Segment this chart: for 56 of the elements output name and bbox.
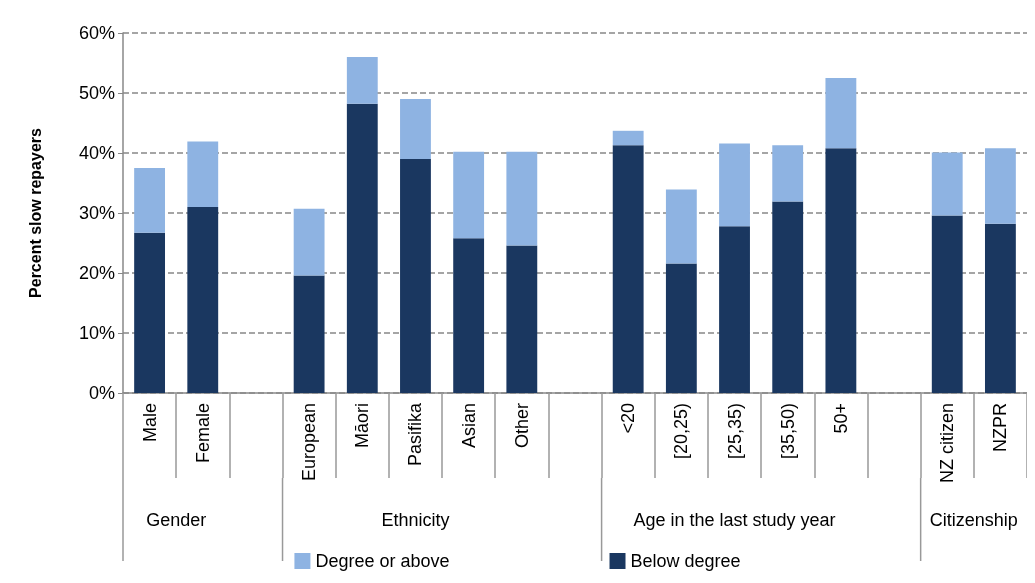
x-tick-label: [20,25) bbox=[671, 403, 692, 460]
bar bbox=[825, 148, 857, 393]
x-tick-label: European bbox=[299, 403, 320, 482]
x-tick-label: NZPR bbox=[990, 403, 1011, 452]
text: Gender bbox=[146, 510, 207, 530]
text: Citizenship bbox=[929, 510, 1018, 530]
bar bbox=[187, 207, 219, 393]
y-tick-label: 0% bbox=[88, 383, 115, 403]
bar bbox=[984, 148, 1016, 224]
bar bbox=[134, 168, 166, 233]
bar bbox=[187, 141, 219, 207]
bar bbox=[134, 232, 166, 393]
x-tick-label: Other bbox=[511, 403, 532, 449]
y-tick-label: 50% bbox=[78, 83, 115, 103]
text: Ethnicity bbox=[381, 510, 450, 530]
bar bbox=[293, 275, 325, 393]
x-tick-label: Asian bbox=[458, 403, 479, 449]
bar bbox=[665, 189, 697, 264]
bar bbox=[453, 151, 485, 239]
bar bbox=[665, 263, 697, 393]
x-tick-label: <20 bbox=[618, 403, 639, 434]
bar bbox=[506, 245, 538, 393]
legend-label: Below degree bbox=[630, 551, 741, 571]
x-tick-label: Male bbox=[139, 403, 160, 443]
x-tick-label: 50+ bbox=[830, 403, 851, 434]
bar bbox=[400, 159, 431, 393]
x-tick-label: Female bbox=[192, 403, 213, 464]
y-axis-title: Percent slow repayers bbox=[26, 127, 44, 298]
bar bbox=[346, 103, 378, 393]
x-tick-label: Pasifika bbox=[405, 402, 426, 467]
bar bbox=[719, 143, 750, 227]
x-tick-label: Māori bbox=[352, 403, 373, 449]
y-tick-label: 20% bbox=[78, 263, 115, 283]
bar bbox=[772, 201, 804, 393]
bar bbox=[825, 78, 857, 149]
text: Age in the last study year bbox=[633, 510, 836, 530]
bar bbox=[931, 215, 963, 393]
bar bbox=[506, 151, 538, 246]
y-tick-label: 10% bbox=[78, 323, 115, 343]
bar bbox=[293, 208, 325, 276]
bar bbox=[400, 99, 431, 159]
bar bbox=[346, 57, 378, 104]
bar bbox=[612, 145, 644, 393]
bar bbox=[612, 130, 644, 146]
x-tick-label: NZ citizen bbox=[937, 403, 958, 484]
x-tick-label: [25,35) bbox=[724, 403, 745, 460]
y-tick-label: 30% bbox=[78, 203, 115, 223]
bar bbox=[772, 145, 804, 202]
bar bbox=[984, 223, 1016, 393]
bar bbox=[453, 238, 485, 393]
bar bbox=[931, 152, 963, 216]
y-tick-label: 60% bbox=[78, 23, 115, 43]
x-tick-label: [35,50) bbox=[777, 403, 798, 460]
legend-label: Degree or above bbox=[315, 551, 450, 571]
y-tick-label: 40% bbox=[78, 143, 115, 163]
bar bbox=[719, 226, 750, 393]
